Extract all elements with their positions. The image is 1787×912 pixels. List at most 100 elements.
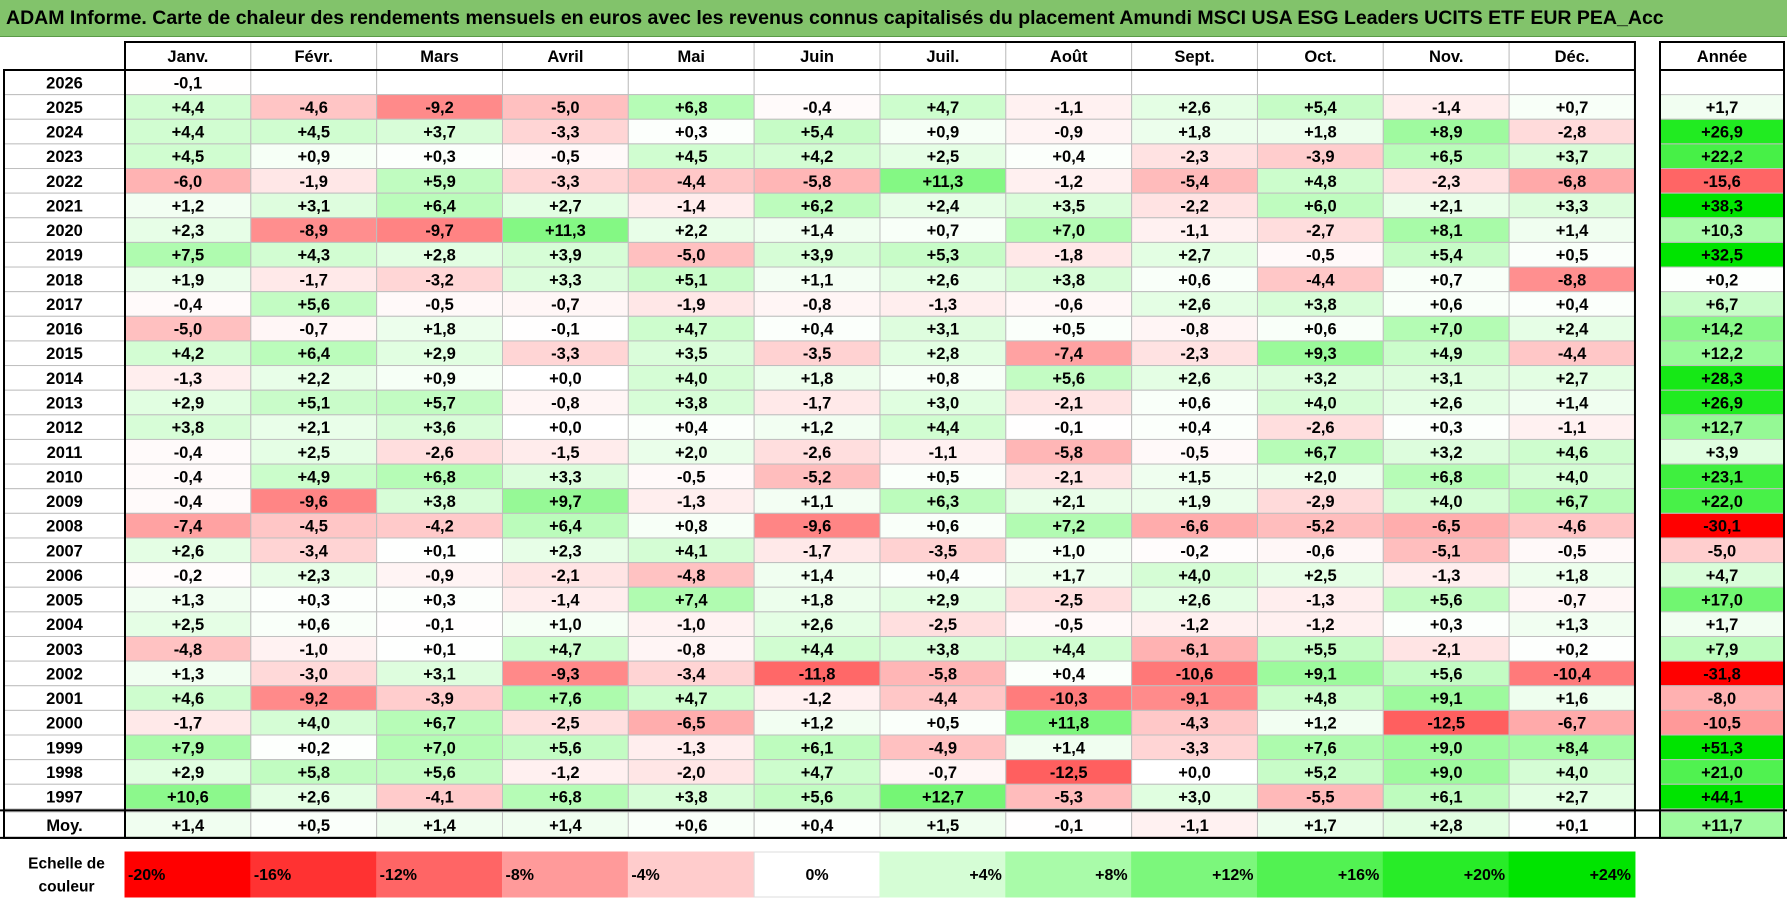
cell-value: -4,4 <box>1558 345 1587 363</box>
cell-value: +1,2 <box>801 715 834 733</box>
cell-value: -3,3 <box>551 173 579 191</box>
cell-value: +0,1 <box>423 542 456 560</box>
cell-value: +4,7 <box>675 690 708 708</box>
year-label: 2014 <box>46 370 84 388</box>
cell-value: +2,6 <box>927 271 960 289</box>
average-cell <box>501 811 629 839</box>
heatmap-cell <box>879 241 1007 268</box>
cell-value: +2,8 <box>423 247 456 265</box>
cell-value: -10,6 <box>1176 665 1214 683</box>
heatmap-cell <box>1508 759 1636 785</box>
cell-value: +0,7 <box>927 222 960 240</box>
cell-value: +6,1 <box>801 739 834 757</box>
cell-value: -0,1 <box>1055 419 1083 437</box>
heatmap-cell <box>1256 192 1384 219</box>
heatmap-cell <box>1382 340 1510 367</box>
cell-value: +4,0 <box>1556 468 1589 486</box>
average-value: +0,6 <box>675 817 708 835</box>
cell-value: +9,1 <box>1430 690 1463 708</box>
heatmap-cell <box>627 512 755 539</box>
cell-value: +0,4 <box>675 419 708 437</box>
heatmap-cell <box>1508 635 1636 662</box>
cell-value: -4,9 <box>929 739 957 757</box>
cell-value: -2,3 <box>1180 345 1208 363</box>
cell-value: +4,0 <box>297 715 330 733</box>
cell-value: -3,3 <box>551 345 579 363</box>
month-header: Juil. <box>926 48 959 66</box>
heatmap-cell <box>879 512 1007 539</box>
annual-cell <box>1659 537 1785 564</box>
cell-value: +0,4 <box>801 321 834 339</box>
cell-value: +2,2 <box>675 222 708 240</box>
cell-value: -6,5 <box>1432 518 1460 536</box>
cell-value: -6,1 <box>1180 641 1208 659</box>
cell-value: +3,5 <box>675 345 708 363</box>
cell-value: -0,2 <box>1180 542 1208 560</box>
heatmap-cell <box>124 241 252 268</box>
cell-value: +2,1 <box>1430 197 1463 215</box>
cell-value: +6,1 <box>1430 789 1463 807</box>
cell-value: +0,4 <box>1052 148 1085 166</box>
cell-value: -2,1 <box>1055 468 1083 486</box>
year-label: 2005 <box>46 592 83 610</box>
annual-value: +0,2 <box>1706 271 1739 289</box>
average-annual-value: +11,7 <box>1702 817 1743 835</box>
annual-value: +17,0 <box>1701 592 1743 610</box>
cell-value: +7,0 <box>423 739 456 757</box>
heatmap-cell <box>376 192 503 219</box>
cell-value: -2,1 <box>1055 395 1083 413</box>
heatmap-cell <box>376 365 503 391</box>
cell-value: +6,7 <box>1304 444 1337 462</box>
heatmap-cell <box>1382 94 1510 120</box>
annual-cell <box>1659 69 1785 96</box>
heatmap-cell <box>1256 94 1384 120</box>
cell-value: +6,4 <box>297 345 330 363</box>
heatmap-cell <box>376 759 503 785</box>
cell-value: -4,4 <box>677 173 706 191</box>
year-label: 2016 <box>46 321 83 339</box>
cell-value: +6,3 <box>927 493 960 511</box>
heatmap-cell <box>1256 512 1384 539</box>
cell-value: +0,3 <box>297 592 330 610</box>
annual-value: +21,0 <box>1701 764 1743 782</box>
heatmap-cell <box>1131 94 1258 120</box>
year-label-cell <box>3 266 126 293</box>
heatmap-cell <box>1131 759 1258 785</box>
cell-value: -5,8 <box>1055 444 1083 462</box>
heatmap-cell <box>1508 315 1636 342</box>
cell-value: +5,4 <box>1304 99 1337 117</box>
heatmap-cell <box>627 340 755 367</box>
cell-value: +0,8 <box>675 518 708 536</box>
cell-value: +4,5 <box>297 124 330 142</box>
cell-value: -1,3 <box>677 739 705 757</box>
cell-value: -0,4 <box>174 296 203 314</box>
cell-value: +4,4 <box>927 419 960 437</box>
cell-value: -4,6 <box>300 99 328 117</box>
cell-value: +7,9 <box>172 739 205 757</box>
cell-value: +10,6 <box>167 789 209 807</box>
heatmap-cell <box>250 94 378 120</box>
heatmap-cell <box>627 759 755 785</box>
cell-value: +3,5 <box>1052 197 1085 215</box>
heatmap-cell <box>1256 685 1384 711</box>
cell-value: +1,8 <box>1178 124 1211 142</box>
cell-value: -1,2 <box>551 764 579 782</box>
year-label-cell <box>3 783 126 810</box>
cell-value: +3,6 <box>423 419 456 437</box>
cell-value: +5,6 <box>1052 370 1085 388</box>
cell-value: -2,5 <box>1055 592 1083 610</box>
cell-value: +1,8 <box>801 592 834 610</box>
heatmap-cell <box>1005 266 1133 293</box>
cell-value: +4,3 <box>297 247 330 265</box>
heatmap-cell <box>1508 414 1636 440</box>
year-label: 2011 <box>47 444 83 462</box>
heatmap-cell <box>1508 192 1636 219</box>
heatmap-cell <box>627 143 755 170</box>
legend-title-line1: Echelle de <box>28 856 105 873</box>
cell-value: +4,5 <box>675 148 708 166</box>
cell-value: -1,3 <box>929 296 957 314</box>
cell-value: +0,3 <box>1430 616 1463 634</box>
cell-value: -7,4 <box>174 518 203 536</box>
cell-value: +4,0 <box>1430 493 1463 511</box>
